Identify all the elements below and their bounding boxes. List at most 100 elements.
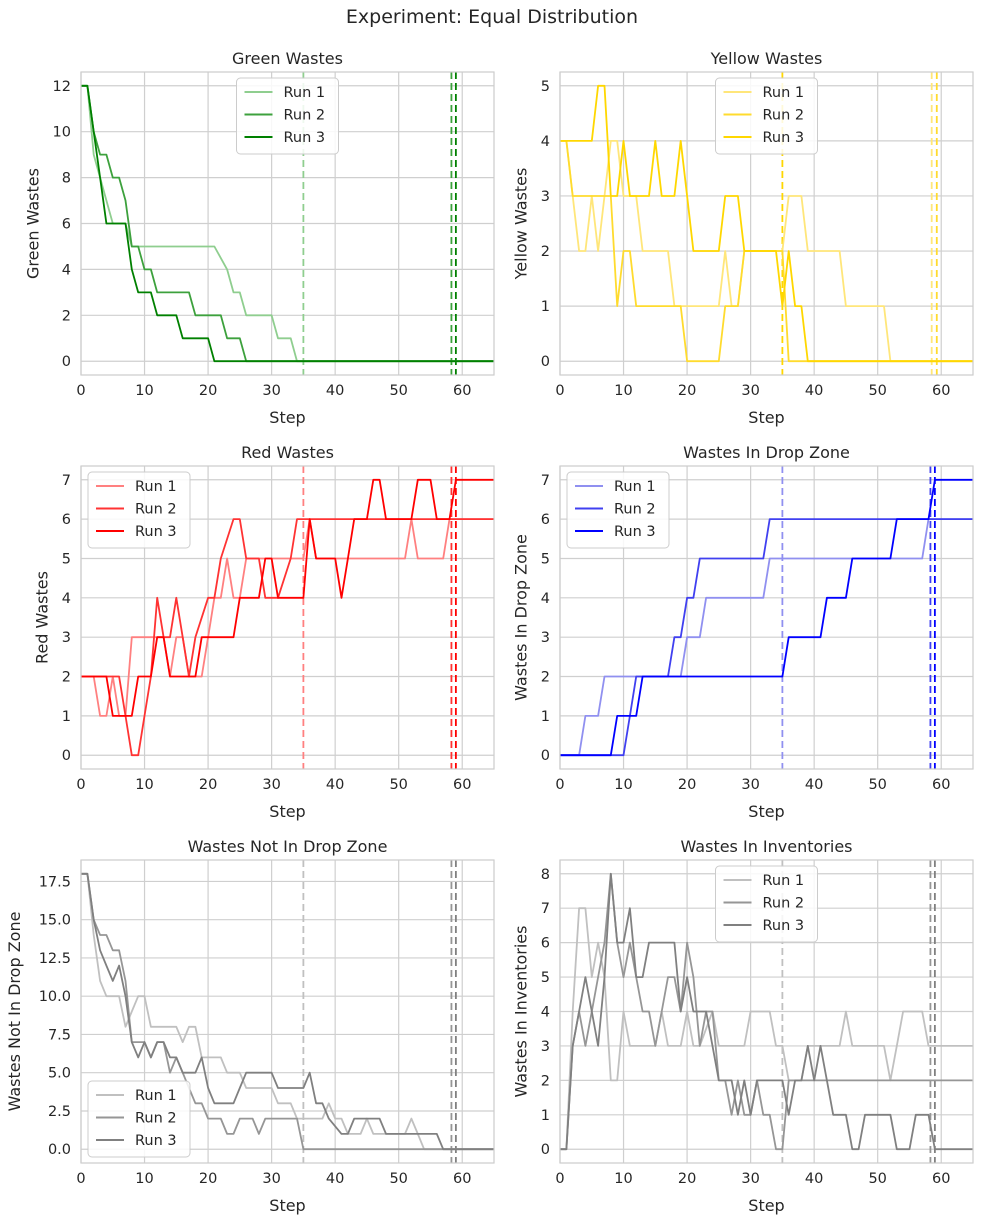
series-line — [560, 84, 973, 363]
series-line — [81, 518, 494, 717]
y-tick-label: 7.5 — [48, 1027, 71, 1043]
y-tick-label: 6 — [62, 512, 71, 528]
chart-1: 0 10 20 30 40 50 60 0 1 2 3 4 5 Yellow Wastes Step Yell… — [512, 49, 974, 427]
chart-5: 0 10 20 30 40 50 60 0 1 2 3 4 5 6 7 8 Wastes In Inventor… — [512, 837, 974, 1215]
x-tick-label: 60 — [932, 1171, 950, 1187]
y-tick-label: 0 — [541, 748, 550, 764]
legend-box — [236, 77, 339, 155]
y-tick-label: 4 — [62, 591, 71, 607]
legend-label: Run 1 — [284, 85, 326, 101]
x-tick-label: 50 — [868, 1171, 886, 1187]
x-tick-label: 0 — [555, 383, 564, 399]
y-axis-label: Wastes In Inventories — [512, 926, 531, 1098]
x-tick-label: 0 — [76, 777, 85, 793]
chart-title: Red Wastes — [241, 443, 334, 462]
x-tick-label: 0 — [555, 777, 564, 793]
y-tick-label: 10 — [53, 125, 71, 141]
x-tick-label: 20 — [678, 777, 696, 793]
chart-3: 0 10 20 30 40 50 60 0 1 2 3 4 5 6 7 Wastes In Drop Zone… — [512, 443, 974, 821]
x-tick-label: 40 — [326, 383, 344, 399]
x-tick-label: 60 — [932, 777, 950, 793]
chart-title: Wastes In Drop Zone — [683, 443, 850, 462]
plot-frame — [559, 465, 974, 770]
y-tick-label: 6 — [541, 936, 550, 952]
x-tick-label: 30 — [741, 777, 759, 793]
x-tick-label: 40 — [805, 383, 823, 399]
legend-label: Run 2 — [763, 896, 805, 912]
legend-label: Run 3 — [763, 918, 805, 934]
plot-frame — [80, 859, 495, 1164]
legend-label: Run 1 — [135, 479, 177, 495]
legend-box — [87, 471, 191, 549]
y-tick-label: 7 — [541, 901, 550, 917]
x-tick-label: 30 — [262, 383, 280, 399]
x-tick-label: 30 — [262, 777, 280, 793]
y-tick-label: 3 — [541, 630, 550, 646]
plot-frame — [80, 465, 495, 770]
x-axis-label: Step — [269, 1196, 305, 1215]
y-tick-label: 3 — [541, 189, 550, 205]
y-tick-label: 4 — [541, 1005, 550, 1021]
x-tick-label: 60 — [453, 777, 471, 793]
chart-title: Wastes Not In Drop Zone — [188, 837, 388, 856]
x-tick-label: 50 — [389, 1171, 407, 1187]
y-axis-label: Yellow Wastes — [512, 168, 531, 281]
x-tick-label: 60 — [453, 383, 471, 399]
x-tick-label: 50 — [868, 383, 886, 399]
y-tick-label: 1 — [541, 299, 550, 315]
y-tick-label: 12.5 — [39, 951, 71, 967]
x-tick-label: 20 — [678, 383, 696, 399]
legend-label: Run 3 — [284, 130, 326, 146]
x-tick-label: 40 — [326, 1171, 344, 1187]
y-tick-label: 2 — [541, 244, 550, 260]
plot-frame — [559, 859, 974, 1164]
x-tick-label: 10 — [135, 383, 153, 399]
x-tick-label: 0 — [76, 383, 85, 399]
plot-frame — [559, 71, 974, 376]
legend-label: Run 3 — [135, 1133, 177, 1149]
x-axis-label: Step — [269, 408, 305, 427]
y-tick-label: 15.0 — [39, 913, 71, 929]
y-tick-label: 1 — [541, 709, 550, 725]
y-tick-label: 5 — [541, 970, 550, 986]
y-tick-label: 2 — [541, 1073, 550, 1089]
legend: Run 1 Run 2 Run 3 — [236, 77, 339, 155]
legend-label: Run 1 — [763, 873, 805, 889]
y-tick-label: 0 — [62, 354, 71, 370]
legend: Run 1 Run 2 Run 3 — [715, 865, 818, 943]
chart-title: Green Wastes — [232, 49, 343, 68]
x-axis-label: Step — [748, 802, 784, 821]
legend-label: Run 2 — [614, 502, 656, 518]
y-tick-label: 7 — [62, 473, 71, 489]
x-tick-label: 30 — [262, 1171, 280, 1187]
y-axis-label: Wastes Not In Drop Zone — [5, 912, 24, 1112]
legend-label: Run 2 — [135, 502, 177, 518]
y-tick-label: 6 — [541, 512, 550, 528]
y-axis-label: Wastes In Drop Zone — [512, 534, 531, 701]
legend-label: Run 1 — [763, 85, 805, 101]
x-tick-label: 10 — [614, 777, 632, 793]
x-tick-label: 50 — [389, 777, 407, 793]
y-tick-label: 5.0 — [48, 1066, 71, 1082]
series-line — [560, 518, 973, 757]
x-axis-label: Step — [269, 802, 305, 821]
chart-title: Yellow Wastes — [710, 49, 823, 68]
plot-frame — [80, 71, 495, 376]
legend-label: Run 1 — [614, 479, 656, 495]
y-tick-label: 4 — [541, 134, 550, 150]
y-tick-label: 7 — [541, 473, 550, 489]
y-tick-label: 5 — [541, 551, 550, 567]
x-tick-label: 40 — [805, 1171, 823, 1187]
chart-0: 0 10 20 30 40 50 60 0 2 4 6 8 10 12 Green Wastes Step Gr… — [23, 49, 495, 427]
x-tick-label: 0 — [76, 1171, 85, 1187]
x-axis-label: Step — [748, 408, 784, 427]
y-axis-label: Green Wastes — [23, 168, 42, 279]
y-tick-label: 10.0 — [39, 989, 71, 1005]
y-tick-label: 0 — [541, 1142, 550, 1158]
legend-label: Run 3 — [763, 130, 805, 146]
x-tick-label: 40 — [805, 777, 823, 793]
x-axis-label: Step — [748, 1196, 784, 1215]
legend: Run 1 Run 2 Run 3 — [87, 1080, 191, 1158]
y-tick-label: 3 — [541, 1039, 550, 1055]
